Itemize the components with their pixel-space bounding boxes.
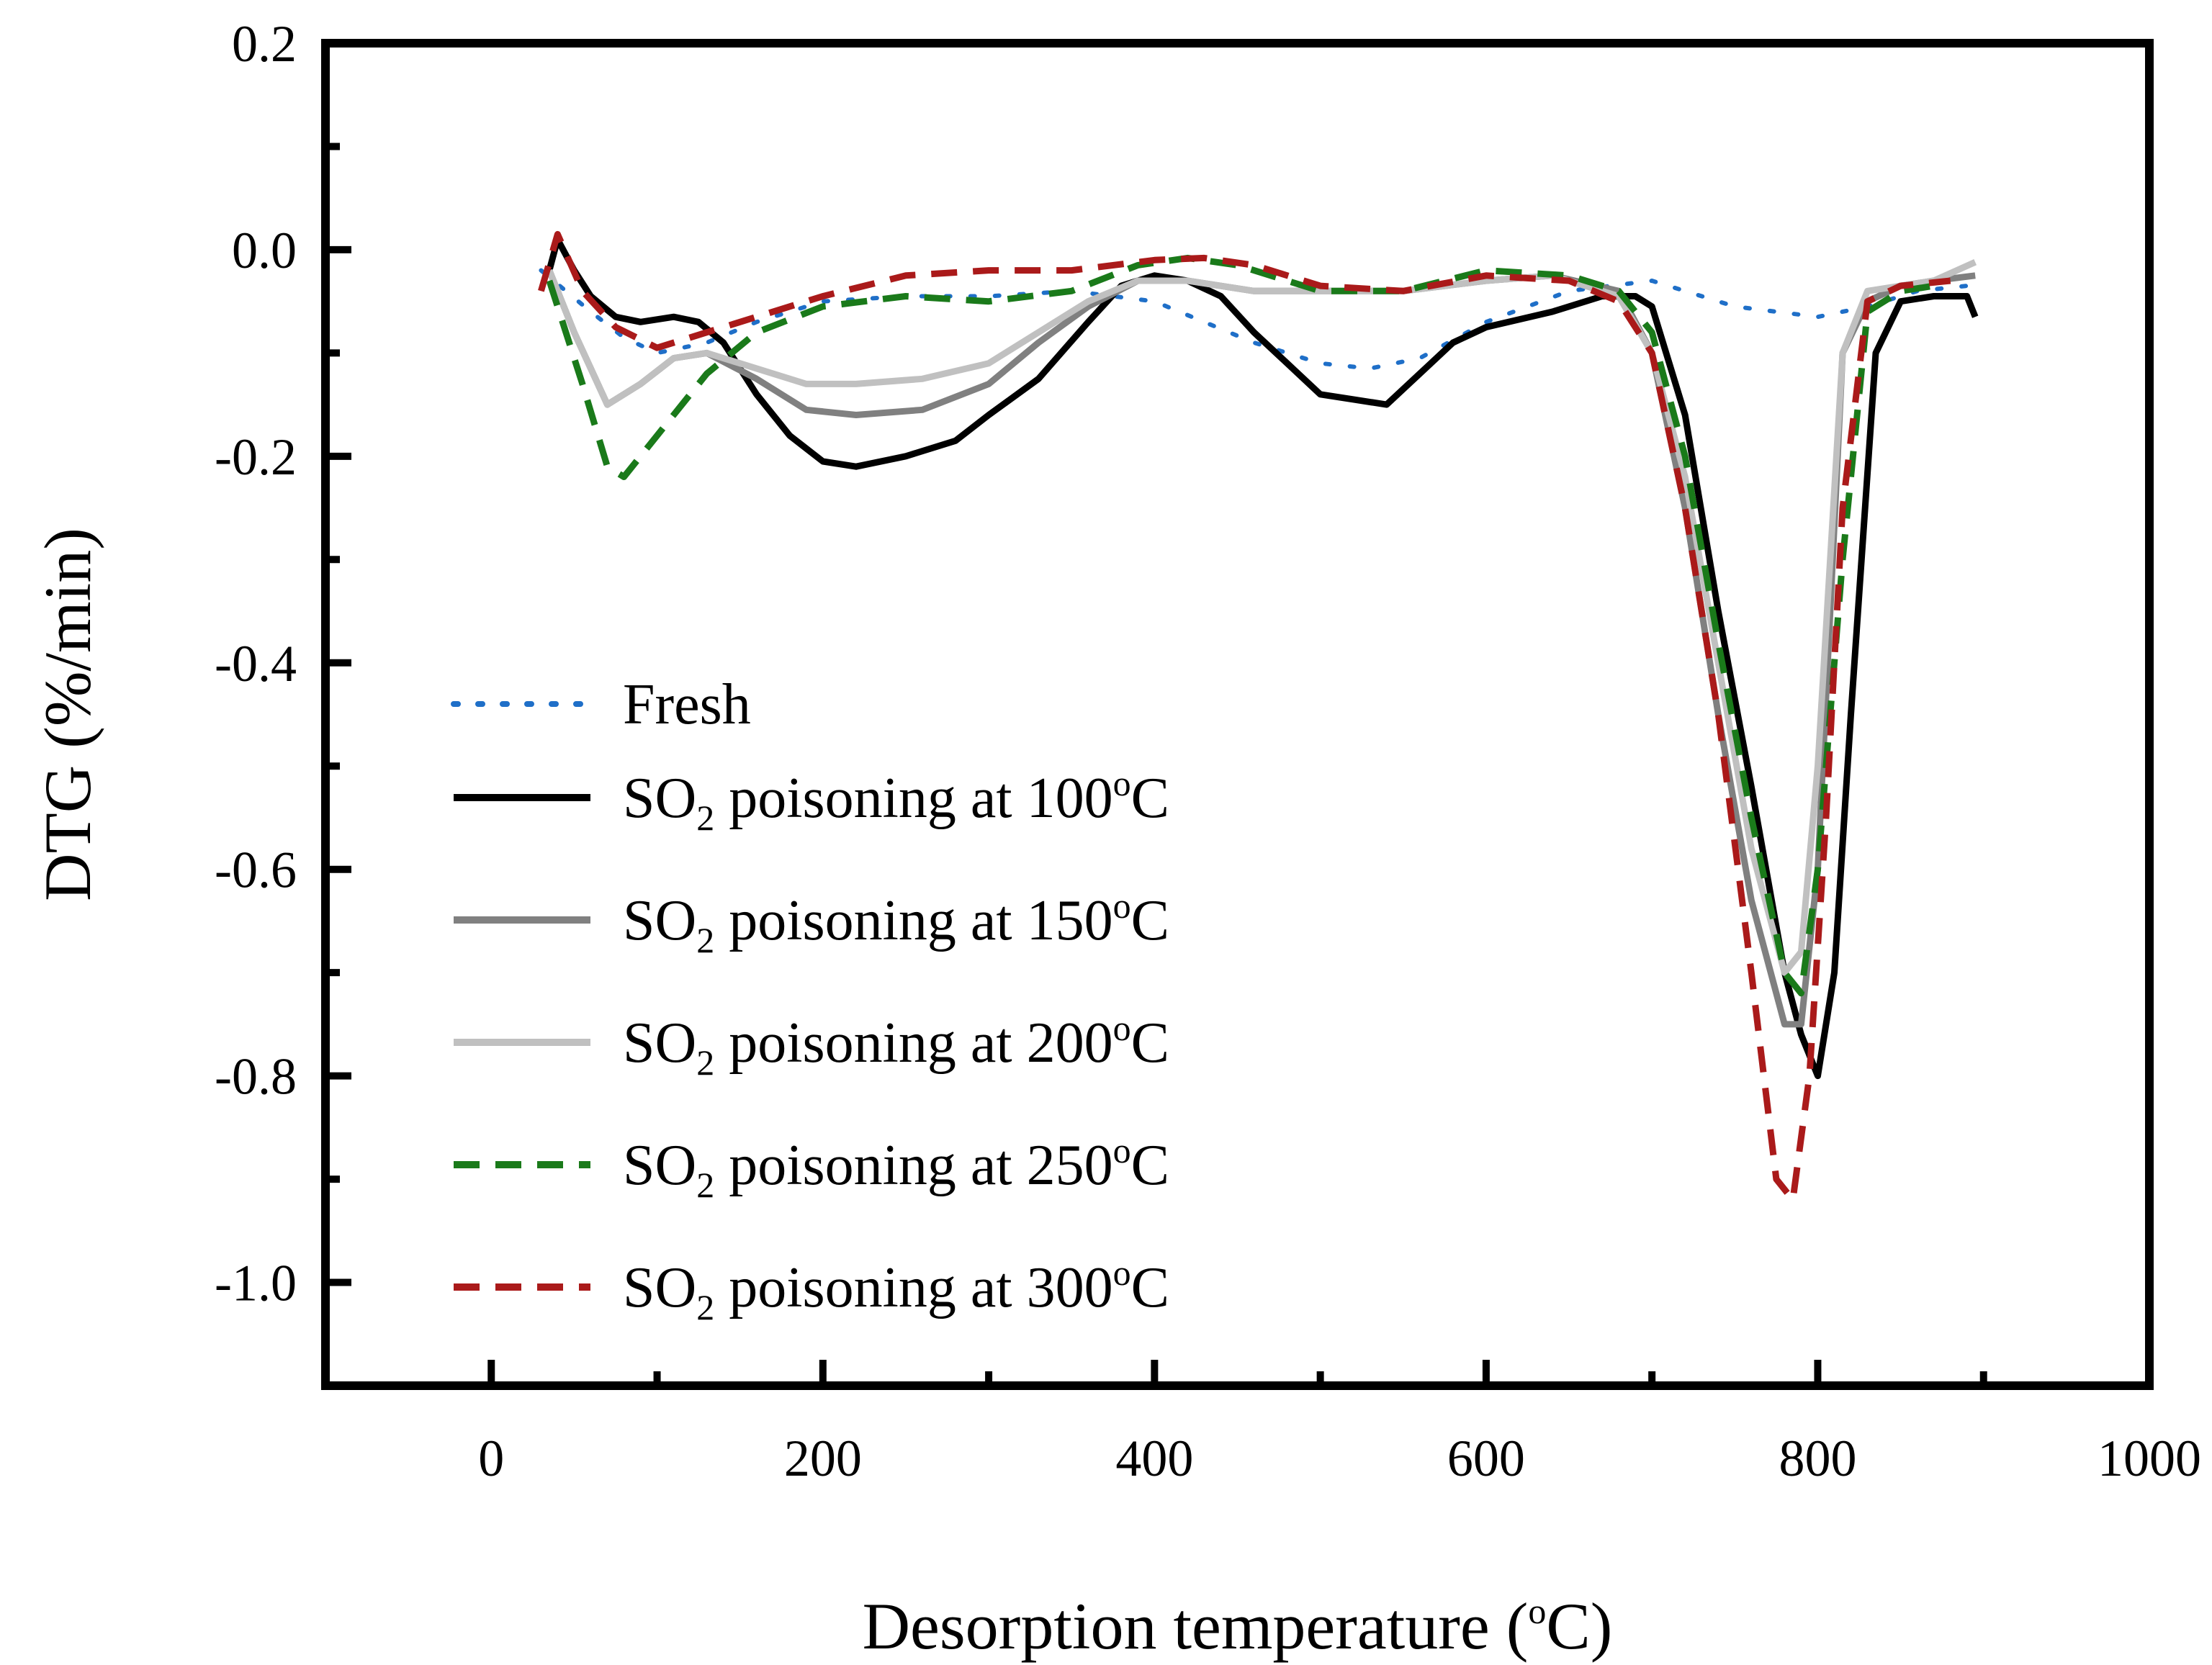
axis-ticks	[322, 40, 2153, 1389]
y-tick-label: -0.4	[215, 635, 297, 692]
y-tick-labels: 0.2 0.0 -0.2 -0.4 -0.6 -0.8 -1.0	[215, 15, 297, 1312]
y-tick-label: -0.8	[215, 1048, 297, 1106]
legend-label: SO2 poisoning at 300oC	[623, 1253, 1169, 1327]
series-line	[546, 236, 1979, 1080]
legend-label: Fresh	[623, 673, 751, 736]
series-line	[539, 268, 1969, 371]
x-tick-label: 0	[478, 1430, 504, 1487]
series-line	[538, 230, 1951, 1204]
y-tick-label: -0.6	[215, 841, 297, 899]
legend: Fresh SO2 poisoning at 100oC SO2 poisoning…	[451, 673, 1169, 1327]
legend-label: SO2 poisoning at 100oC	[623, 763, 1169, 838]
x-tick-label: 1000	[2098, 1430, 2201, 1487]
y-tick-label: 0.2	[232, 15, 297, 73]
legend-label: SO2 poisoning at 250oC	[623, 1130, 1169, 1205]
y-tick-label: 0.0	[232, 222, 297, 279]
legend-label: SO2 poisoning at 150oC	[623, 885, 1169, 960]
x-tick-labels: 0 200 400 600 800 1000	[478, 1430, 2201, 1487]
y-tick-label: -1.0	[215, 1255, 297, 1312]
x-tick-label: 600	[1447, 1430, 1525, 1487]
y-tick-label: -0.2	[215, 428, 297, 486]
x-tick-label: 400	[1115, 1430, 1193, 1487]
y-axis-title: DTG (%/min)	[31, 528, 104, 901]
series-layer	[538, 230, 1979, 1204]
series-line	[546, 254, 1935, 997]
x-axis-title: Desorption temperature (oC)	[863, 1589, 1613, 1663]
series-line	[546, 258, 1977, 976]
x-tick-label: 800	[1779, 1430, 1856, 1487]
plot-frame	[321, 39, 2154, 1390]
x-tick-label: 200	[784, 1430, 862, 1487]
legend-label: SO2 poisoning at 200oC	[623, 1008, 1169, 1083]
